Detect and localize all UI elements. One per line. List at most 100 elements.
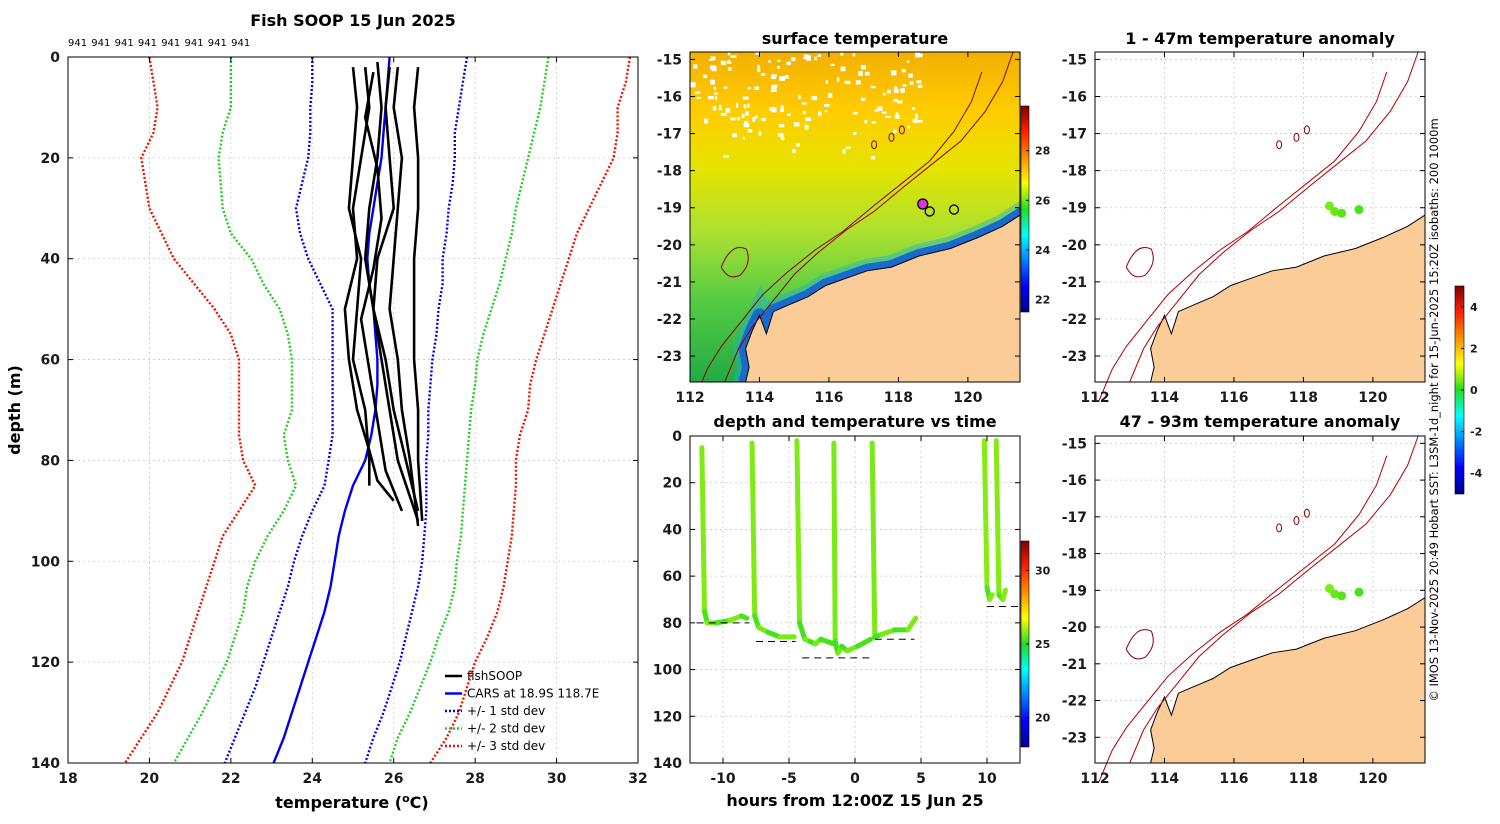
anomaly-colorbar: -4 -2 0 2 4	[1454, 285, 1483, 495]
isobath-200m	[1129, 51, 1419, 383]
cloud-pixel	[915, 113, 919, 119]
x-tick-label: 0	[850, 771, 860, 787]
y-tick-label: 140	[653, 756, 682, 772]
top-count-label: 941	[231, 38, 250, 49]
cloud-pixel	[871, 121, 877, 124]
trace-piece	[738, 613, 750, 621]
y-tick-label: -20	[1062, 620, 1088, 636]
y-tick-label: -23	[657, 349, 682, 365]
cloud-pixel	[840, 66, 846, 72]
y-tick-label: 100	[31, 554, 60, 570]
cloud-pixel	[703, 118, 709, 124]
cloud-pixel	[758, 131, 762, 136]
y-tick-label: 120	[653, 709, 682, 725]
trace-piece	[981, 438, 990, 591]
x-tick-label: 120	[1358, 390, 1387, 406]
cloud-pixel	[742, 96, 749, 100]
land	[1149, 214, 1426, 383]
cloud-pixel	[712, 105, 717, 111]
x-tick-label: 118	[884, 390, 913, 406]
top-count-label: 941	[208, 38, 227, 49]
cloud-pixel	[780, 105, 784, 111]
y-tick-label: -22	[1062, 312, 1087, 328]
reef-outline	[898, 125, 905, 135]
cloud-pixel	[776, 66, 780, 69]
colorbar-tick-label: 30	[1035, 564, 1051, 577]
cloud-pixel	[719, 104, 722, 109]
x-tick-label: 20	[140, 771, 160, 787]
cloud-pixel	[811, 96, 818, 101]
cloud-pixel	[906, 60, 910, 63]
cloud-pixel	[837, 77, 840, 82]
x-tick-label: 28	[465, 771, 484, 787]
x-tick-label: 26	[384, 771, 403, 787]
x-tick-label: 32	[628, 771, 647, 787]
cloud-pixel	[694, 91, 701, 94]
trace-piece	[869, 440, 878, 640]
x-tick-label: 120	[953, 390, 982, 406]
x-tick-label: 10	[977, 771, 997, 787]
cloud-pixel	[828, 93, 833, 98]
reef-outline	[1276, 140, 1283, 150]
x-tick-label: 114	[1150, 771, 1179, 787]
reef-outline	[1303, 125, 1310, 135]
trace-piece	[749, 440, 758, 619]
y-tick-label: -22	[1062, 694, 1087, 710]
x-tick-label: 116	[1219, 771, 1248, 787]
cloud-pixel	[793, 122, 800, 127]
std-dev-line-3	[388, 56, 550, 764]
trace-piece	[987, 592, 995, 602]
cloud-pixel	[874, 109, 880, 112]
cloud-pixel	[780, 108, 785, 113]
cloud-pixel	[916, 80, 922, 84]
anomaly-point	[1337, 208, 1347, 218]
y-tick-label: 60	[663, 569, 683, 585]
cloud-pixel	[882, 92, 886, 96]
isobath-1000m	[701, 71, 983, 382]
y-tick-label: 120	[31, 655, 60, 671]
profile-axes: 18 20 22 24 26 28 30 32 0 20 40 60 80 100 120 140 941 941…	[31, 38, 648, 787]
y-tick-label: 80	[663, 616, 683, 632]
axes-frame	[689, 51, 1021, 383]
cloud-pixel	[730, 55, 737, 58]
trace-segment-5	[981, 438, 995, 602]
trace-segment-4	[869, 440, 919, 640]
cloud-pixel	[755, 115, 758, 119]
plateau-outline	[720, 247, 749, 278]
cloud-pixel	[723, 155, 729, 158]
colorbar-tick-label: 28	[1035, 145, 1050, 158]
x-tick-label: -10	[710, 771, 736, 787]
colorbar-tick-label: 24	[1035, 244, 1051, 257]
x-tick-label: 18	[58, 771, 77, 787]
cloud-pixel	[779, 76, 785, 81]
isobath-1000m	[1098, 455, 1388, 783]
x-tick-label: 116	[1219, 390, 1248, 406]
cloud-pixel	[693, 64, 698, 69]
cloud-pixel	[743, 123, 750, 128]
cloud-pixel	[755, 52, 761, 55]
anomaly-point	[1337, 591, 1347, 601]
cloud-pixel	[824, 110, 828, 113]
trace-piece	[905, 615, 919, 633]
cloud-pixel	[885, 115, 891, 118]
plateau-outline	[1125, 247, 1154, 278]
cloud-pixel	[886, 89, 891, 94]
cloud-pixel	[772, 84, 778, 88]
reef-outline	[871, 140, 878, 150]
cloud-pixel	[770, 89, 777, 92]
x-tick-label: 118	[1289, 390, 1318, 406]
legend-label: +/- 1 std dev	[467, 704, 545, 718]
y-tick-label: 20	[41, 151, 61, 167]
land	[745, 214, 1020, 382]
cloud-pixel	[757, 68, 761, 73]
colorbar-tick-label: 20	[1035, 712, 1051, 725]
y-tick-label: -19	[1062, 583, 1087, 599]
sst-axes: 112 114 116 118 120 -15 -16 -17 -18 -19 -20 -21 -22 -…	[657, 51, 1021, 406]
cloud-pixel	[852, 111, 858, 115]
cloud-pixel	[777, 59, 781, 62]
colorbar-gradient	[1020, 105, 1030, 313]
y-tick-label: -21	[657, 275, 682, 291]
x-tick-label: -5	[781, 771, 797, 787]
cloud-pixel	[845, 146, 851, 149]
